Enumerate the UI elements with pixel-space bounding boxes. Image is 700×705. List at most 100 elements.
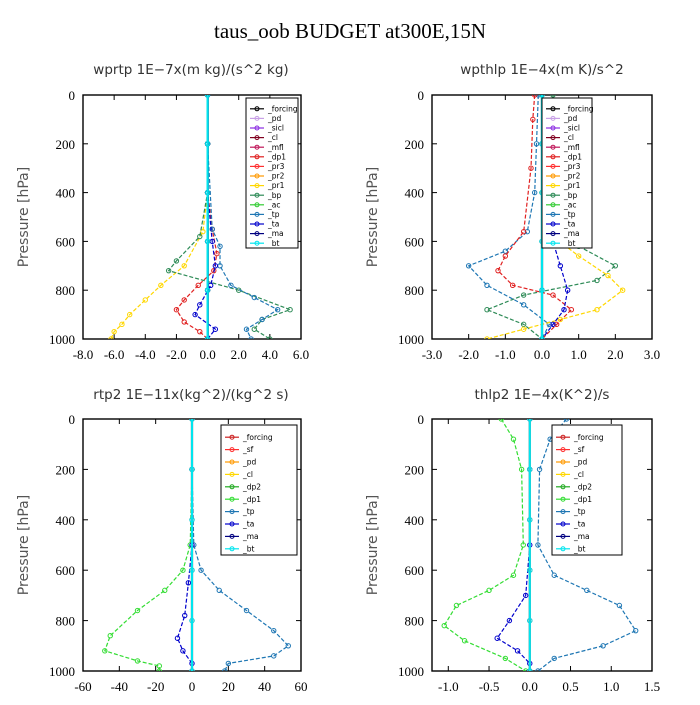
x-tick-label: 40 bbox=[258, 679, 271, 694]
data-point bbox=[174, 635, 181, 641]
legend-marker bbox=[229, 434, 235, 440]
figure-title: taus_oob BUDGET at300E,15N bbox=[214, 19, 486, 43]
data-point bbox=[502, 253, 509, 259]
legend-label: _bt bbox=[573, 544, 586, 553]
legend: _forcing_pd_sicl_cl_mfl_dp1_pr3_pr2_pr1_… bbox=[541, 97, 594, 249]
x-tick-label: -6.0 bbox=[104, 347, 125, 362]
legend-label: _cl bbox=[242, 470, 253, 479]
legend-marker bbox=[550, 192, 556, 198]
legend-label: _tp bbox=[242, 507, 255, 516]
legend-marker bbox=[254, 163, 260, 169]
data-point bbox=[173, 307, 180, 313]
data-point bbox=[531, 95, 538, 98]
legend-marker bbox=[550, 144, 556, 150]
legend-marker bbox=[254, 240, 260, 246]
y-tick-label: 800 bbox=[56, 283, 76, 298]
legend-label: _pr3 bbox=[267, 162, 285, 171]
data-point bbox=[274, 307, 281, 313]
x-tick-label: -40 bbox=[111, 679, 128, 694]
data-point bbox=[510, 572, 517, 578]
panel-title: wprtp 1E−7x(m kg)/(s^2 kg) bbox=[93, 62, 288, 78]
y-tick-label: 800 bbox=[405, 283, 425, 298]
data-point bbox=[527, 567, 533, 573]
series-line-tp bbox=[467, 95, 551, 339]
legend-label: _dp1 bbox=[563, 152, 582, 161]
legend-marker bbox=[560, 521, 566, 527]
legend-label: _forcing bbox=[267, 104, 298, 113]
legend-marker bbox=[229, 546, 235, 552]
data-point bbox=[594, 277, 600, 284]
data-point bbox=[162, 587, 168, 594]
data-point bbox=[204, 238, 211, 245]
series-line-tp bbox=[191, 419, 290, 671]
data-point bbox=[197, 302, 203, 308]
data-point bbox=[502, 655, 509, 662]
data-point bbox=[550, 321, 556, 328]
data-point bbox=[267, 336, 273, 339]
data-point bbox=[539, 336, 545, 339]
legend-label: _bt bbox=[563, 239, 576, 248]
y-tick-label: 200 bbox=[405, 137, 425, 152]
y-tick-label: 600 bbox=[56, 234, 76, 249]
legend-label: _ac bbox=[563, 200, 576, 209]
data-point bbox=[180, 648, 186, 654]
series-line-ta bbox=[496, 419, 531, 671]
data-point bbox=[271, 653, 277, 659]
y-axis-label: Pressure [hPa] bbox=[365, 167, 381, 267]
data-point bbox=[518, 466, 525, 473]
data-point bbox=[287, 307, 293, 313]
y-tick-label: 1000 bbox=[398, 332, 424, 347]
data-point bbox=[568, 307, 575, 313]
data-point bbox=[127, 311, 133, 318]
legend-marker bbox=[229, 484, 235, 490]
data-point bbox=[484, 307, 490, 313]
y-tick-label: 600 bbox=[405, 563, 425, 578]
legend-marker bbox=[229, 533, 235, 539]
x-tick-label: 0.0 bbox=[534, 347, 550, 362]
data-point bbox=[204, 95, 211, 98]
data-point bbox=[217, 243, 223, 249]
legend-label: _pd bbox=[242, 458, 257, 467]
data-point bbox=[119, 321, 125, 328]
data-point bbox=[527, 517, 533, 523]
series-line-ta bbox=[541, 95, 569, 339]
legend-marker bbox=[550, 231, 556, 237]
data-point bbox=[204, 189, 211, 196]
data-point bbox=[156, 668, 162, 671]
data-point bbox=[461, 638, 468, 644]
y-tick-label: 400 bbox=[405, 186, 425, 201]
data-point bbox=[633, 627, 639, 634]
data-point bbox=[192, 311, 198, 318]
legend-label: _cl bbox=[563, 133, 574, 142]
plot-frame bbox=[82, 94, 302, 340]
legend-label: _ma bbox=[563, 229, 580, 238]
data-point bbox=[156, 663, 163, 669]
data-point bbox=[575, 253, 582, 259]
data-point bbox=[271, 627, 277, 634]
data-point bbox=[533, 141, 540, 147]
legend-marker bbox=[560, 484, 566, 490]
data-point bbox=[216, 587, 222, 594]
legend-marker bbox=[254, 202, 260, 208]
data-point bbox=[189, 668, 195, 671]
legend-marker bbox=[550, 163, 556, 169]
data-point bbox=[111, 328, 117, 335]
legend-marker bbox=[254, 106, 260, 112]
series-line-dp1 bbox=[104, 419, 193, 671]
legend-marker bbox=[550, 183, 556, 189]
legend-box bbox=[541, 97, 593, 249]
y-tick-label: 800 bbox=[56, 614, 76, 629]
data-point bbox=[550, 292, 556, 298]
legend-marker bbox=[254, 115, 260, 121]
data-point bbox=[557, 316, 564, 323]
data-point bbox=[535, 668, 541, 671]
data-point bbox=[494, 635, 500, 641]
legend: _forcing_pd_sicl_cl_mfl_dp1_pr3_pr2_pr1_… bbox=[245, 97, 299, 249]
data-point bbox=[527, 419, 533, 422]
legend-marker bbox=[254, 144, 260, 150]
x-tick-label: 2.0 bbox=[607, 347, 623, 362]
legend-box bbox=[551, 424, 623, 556]
data-point bbox=[520, 292, 527, 298]
